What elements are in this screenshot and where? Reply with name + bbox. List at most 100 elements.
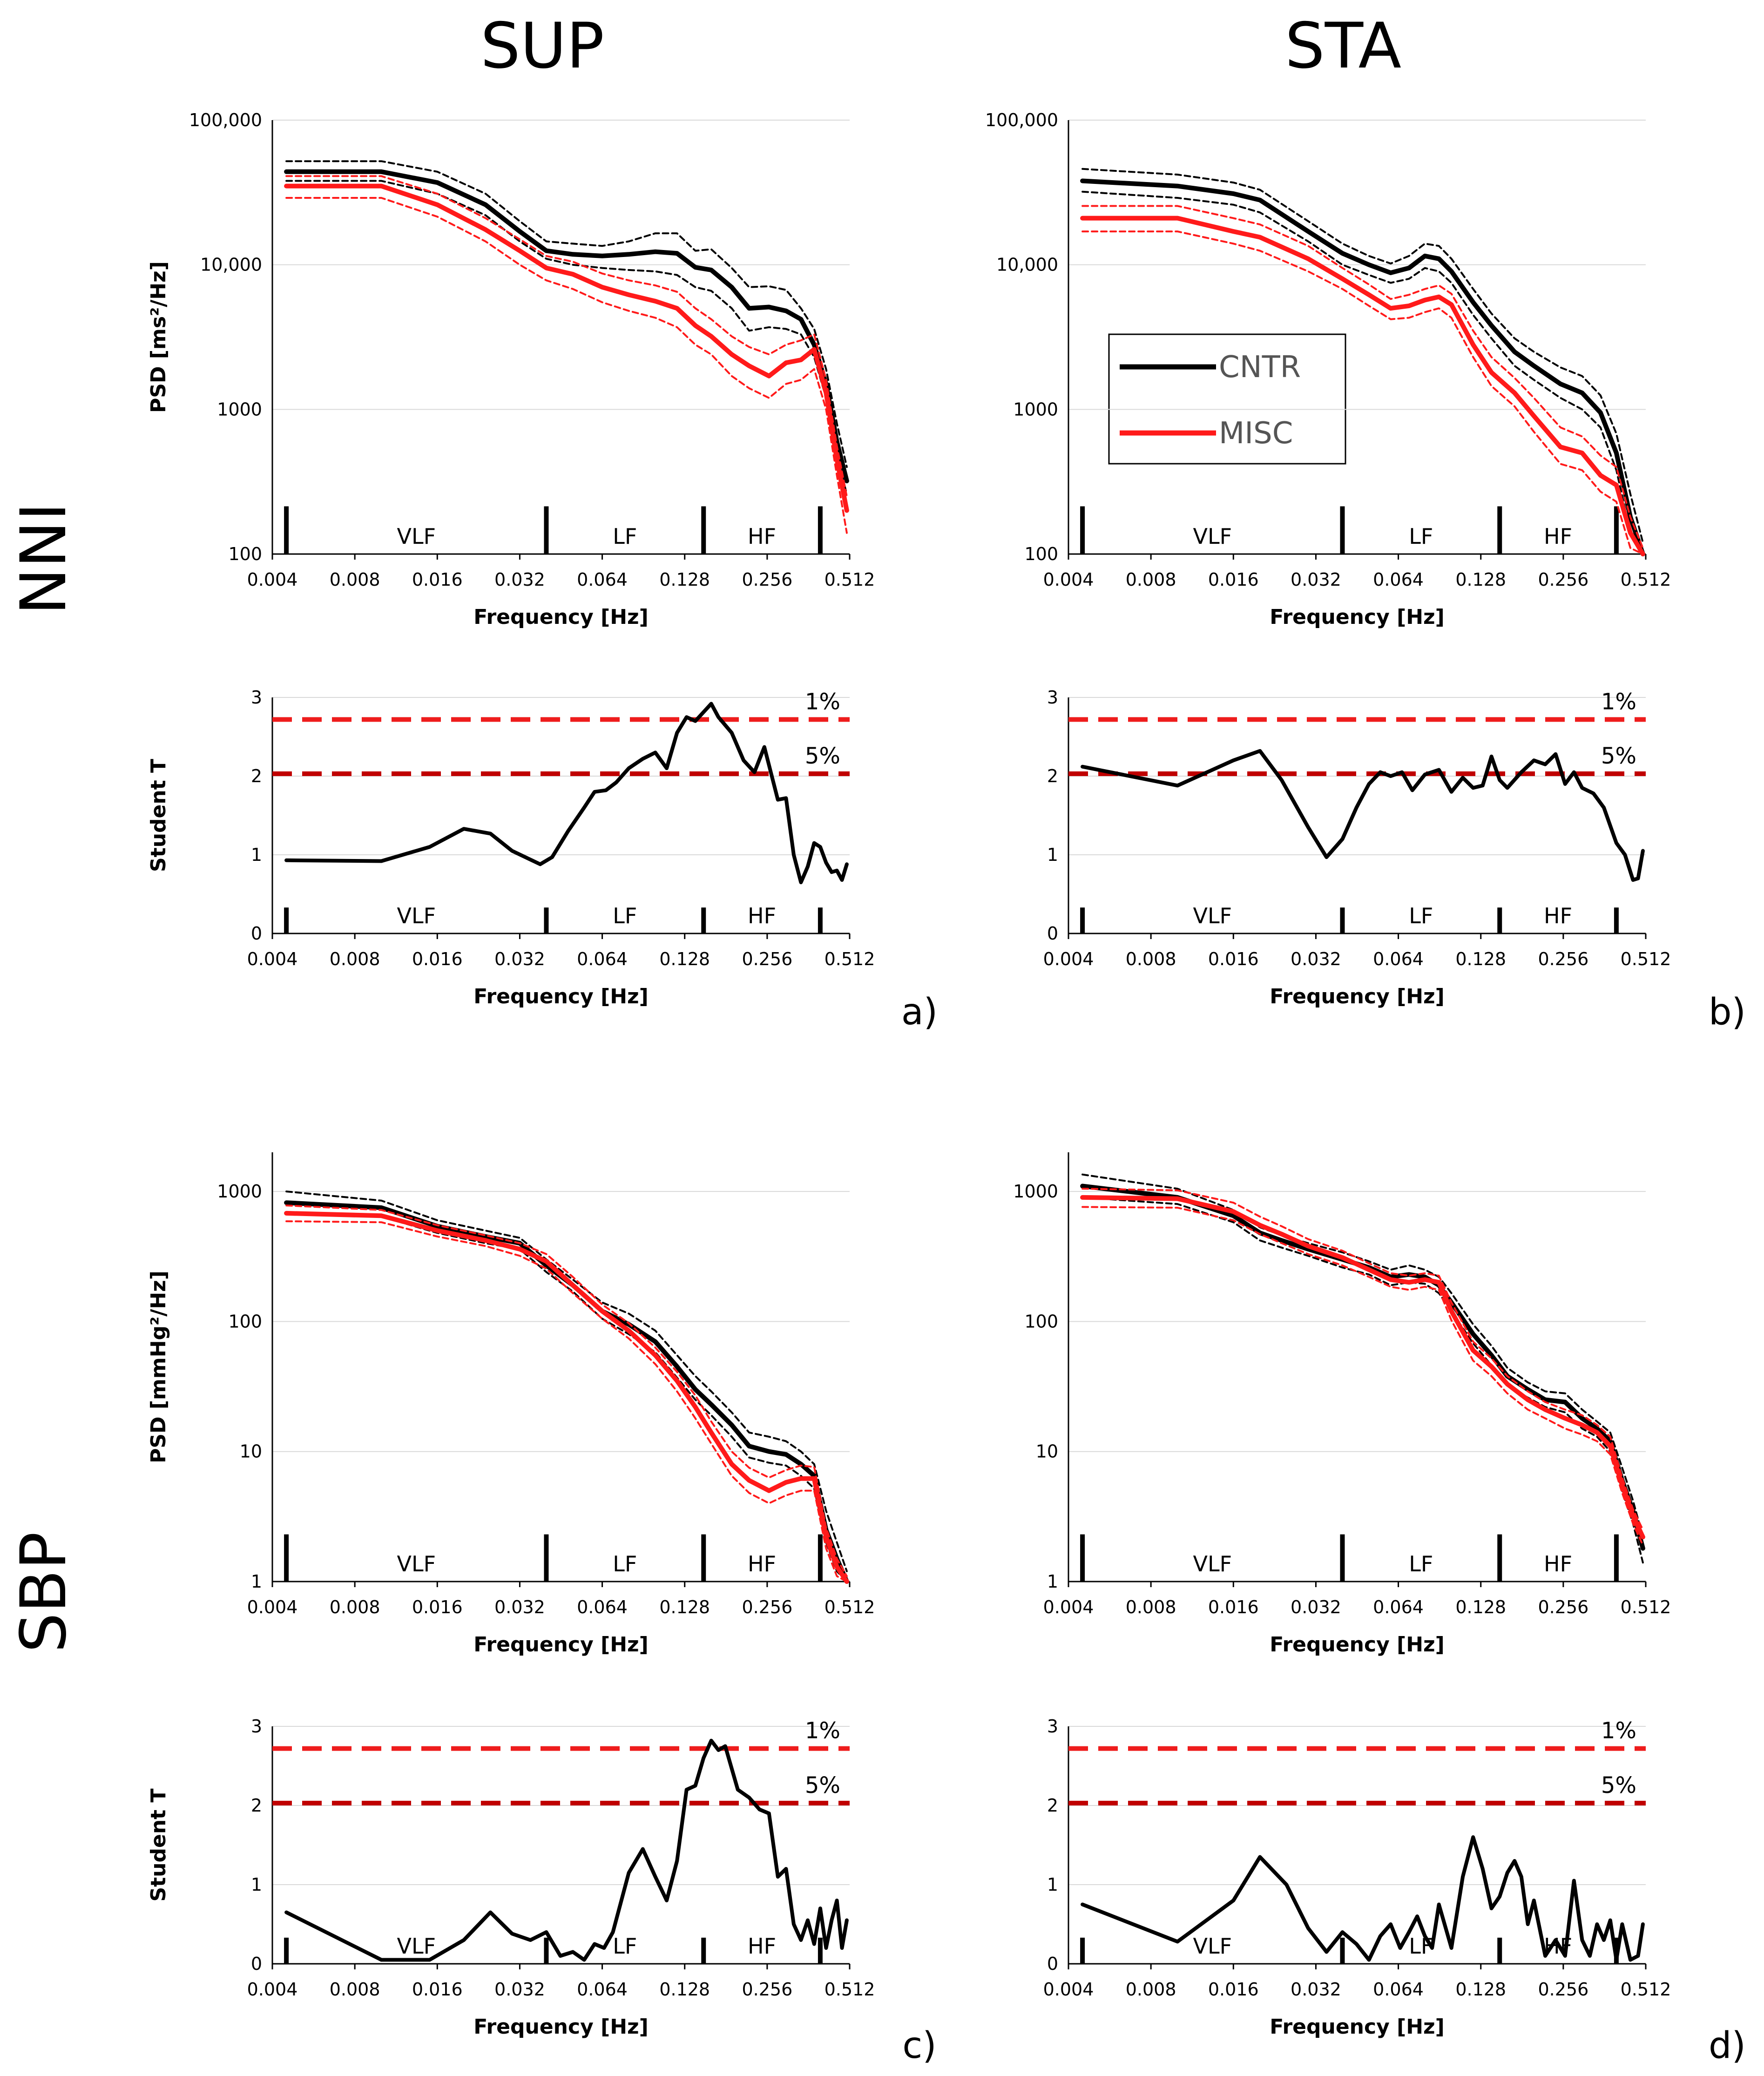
- y-tick-label: 3: [1047, 1716, 1058, 1737]
- y-tick-label: 100: [1024, 1311, 1058, 1332]
- band-label-vlf: VLF: [397, 903, 436, 928]
- threshold-label: 1%: [805, 689, 840, 715]
- x-tick-label: 0.004: [1043, 1597, 1094, 1617]
- y-tick-label: 100,000: [189, 110, 262, 130]
- series-cntr-sd: [285, 1190, 848, 1572]
- band-label-lf: LF: [613, 524, 637, 549]
- band-label-vlf: VLF: [1193, 524, 1232, 549]
- legend: CNTR MISC: [1108, 333, 1346, 465]
- x-tick-label: 0.004: [247, 1597, 298, 1617]
- chart-t-nni-sta: 0 1 2 3 0.004 0.008 0.016 0.032 0.064 0.128 0.256 0…: [1043, 687, 1671, 1008]
- series-cntr-sd: [1081, 190, 1644, 555]
- x-tick-label: 0.512: [825, 1979, 875, 2000]
- x-tick-label: 0.004: [247, 569, 298, 590]
- series-cntr: [1080, 178, 1645, 556]
- series-t: [284, 702, 849, 885]
- band-label-hf: HF: [1544, 524, 1572, 549]
- band-label-vlf: VLF: [1193, 903, 1232, 928]
- x-tick-label: 0.004: [1043, 949, 1094, 969]
- x-tick-label: 0.128: [659, 569, 710, 590]
- x-axis-title: Frequency [Hz]: [1270, 605, 1445, 629]
- x-tick-label: 0.032: [494, 1979, 545, 2000]
- series-cntr: [284, 1200, 849, 1584]
- y-tick-label: 2: [1047, 766, 1058, 786]
- chart-t-sbp-sta: 0 1 2 3 0.004 0.008 0.016 0.032 0.064 0.128 0.256 0…: [1043, 1716, 1671, 2039]
- series-cntr-sd: [285, 160, 848, 468]
- band-label-vlf: VLF: [397, 1934, 436, 1959]
- series-t: [284, 1738, 849, 1962]
- x-axis-title: Frequency [Hz]: [473, 2015, 649, 2039]
- x-tick-label: 0.032: [1291, 949, 1341, 969]
- y-axis-title: Student T: [147, 759, 170, 872]
- band-label-hf: HF: [1544, 903, 1572, 928]
- y-tick-label: 2: [251, 766, 262, 786]
- band-label-lf: LF: [613, 1934, 637, 1959]
- y-tick-label: 10: [1036, 1441, 1058, 1462]
- x-tick-label: 0.008: [330, 949, 380, 969]
- y-tick-label: 10,000: [200, 255, 262, 275]
- chart-t-sbp-sup: 0 1 2 3 0.004 0.008 0.016 0.032 0.064 0.128 0.256 0…: [147, 1716, 875, 2039]
- panel-label-d: d): [1709, 2025, 1746, 2067]
- y-tick-label: 1: [1047, 1874, 1058, 1895]
- x-tick-label: 0.128: [1455, 949, 1506, 969]
- chart-psd-sbp-sup: 1 10 100 1000 0.004 0.008 0.016 0.032 0.064 0.128…: [147, 1152, 875, 1657]
- band-label-lf: LF: [1409, 903, 1433, 928]
- x-tick-label: 0.008: [330, 1597, 380, 1617]
- band-label-hf: HF: [748, 524, 776, 549]
- y-tick-label: 100,000: [985, 110, 1058, 130]
- x-tick-label: 0.004: [247, 949, 298, 969]
- y-tick-label: 3: [251, 687, 262, 708]
- x-tick-label: 0.256: [1538, 569, 1588, 590]
- x-tick-label: 0.512: [1621, 1597, 1671, 1617]
- y-tick-label: 2: [251, 1795, 262, 1816]
- band-label-lf: LF: [1409, 1551, 1433, 1576]
- x-tick-label: 0.016: [1208, 949, 1259, 969]
- column-title-sta: STA: [1285, 9, 1401, 82]
- x-tick-label: 0.008: [1126, 1979, 1176, 2000]
- x-axis-title: Frequency [Hz]: [1270, 2015, 1445, 2039]
- x-axis-title: Frequency [Hz]: [1270, 1633, 1445, 1657]
- y-tick-label: 1: [251, 845, 262, 865]
- chart-t-nni-sup: 0 1 2 3 0.004 0.008 0.016 0.032 0.064 0.128 0.256 0…: [147, 687, 875, 1008]
- x-tick-label: 0.008: [330, 569, 380, 590]
- y-axis-title: PSD [ms²/Hz]: [147, 261, 170, 413]
- x-tick-label: 0.016: [412, 569, 463, 590]
- series-t: [1081, 1835, 1645, 1962]
- x-tick-label: 0.256: [742, 569, 792, 590]
- threshold-label: 1%: [1601, 1718, 1636, 1744]
- y-tick-label: 1: [251, 1571, 262, 1592]
- series-misc-sd: [285, 175, 848, 498]
- band-label-hf: HF: [748, 903, 776, 928]
- y-tick-label: 2: [1047, 1795, 1058, 1816]
- x-tick-label: 0.512: [1621, 1979, 1671, 2000]
- x-tick-label: 0.256: [1538, 1979, 1588, 2000]
- band-label-vlf: VLF: [397, 524, 436, 549]
- series-t: [1081, 749, 1645, 882]
- x-tick-label: 0.128: [659, 1979, 710, 2000]
- series-misc-sd: [1081, 1206, 1644, 1547]
- band-label-lf: LF: [613, 903, 637, 928]
- x-tick-label: 0.032: [494, 569, 545, 590]
- x-tick-label: 0.016: [412, 1979, 463, 2000]
- x-tick-label: 0.064: [1373, 569, 1424, 590]
- x-tick-label: 0.004: [1043, 1979, 1094, 2000]
- chart-psd-sbp-sta: 1 10 100 1000 0.004 0.008 0.016 0.032 0.064 0.128…: [1013, 1152, 1671, 1657]
- y-tick-label: 100: [228, 544, 262, 564]
- band-label-hf: HF: [748, 1934, 776, 1959]
- row-title-nni: NNI: [7, 502, 80, 615]
- x-tick-label: 0.512: [825, 1597, 875, 1617]
- panel-label-c: c): [902, 2025, 936, 2067]
- band-label-hf: HF: [748, 1551, 776, 1576]
- x-tick-label: 0.256: [1538, 1597, 1588, 1617]
- series-misc: [284, 183, 849, 513]
- legend-box: [1108, 333, 1346, 465]
- threshold-label: 5%: [805, 743, 840, 769]
- row-title-sbp: SBP: [7, 1532, 80, 1653]
- x-tick-label: 0.512: [825, 569, 875, 590]
- y-tick-label: 1: [251, 1874, 262, 1895]
- band-label-vlf: VLF: [1193, 1551, 1232, 1576]
- x-tick-label: 0.512: [1621, 569, 1671, 590]
- x-tick-label: 0.256: [742, 949, 792, 969]
- y-tick-label: 10,000: [996, 255, 1058, 275]
